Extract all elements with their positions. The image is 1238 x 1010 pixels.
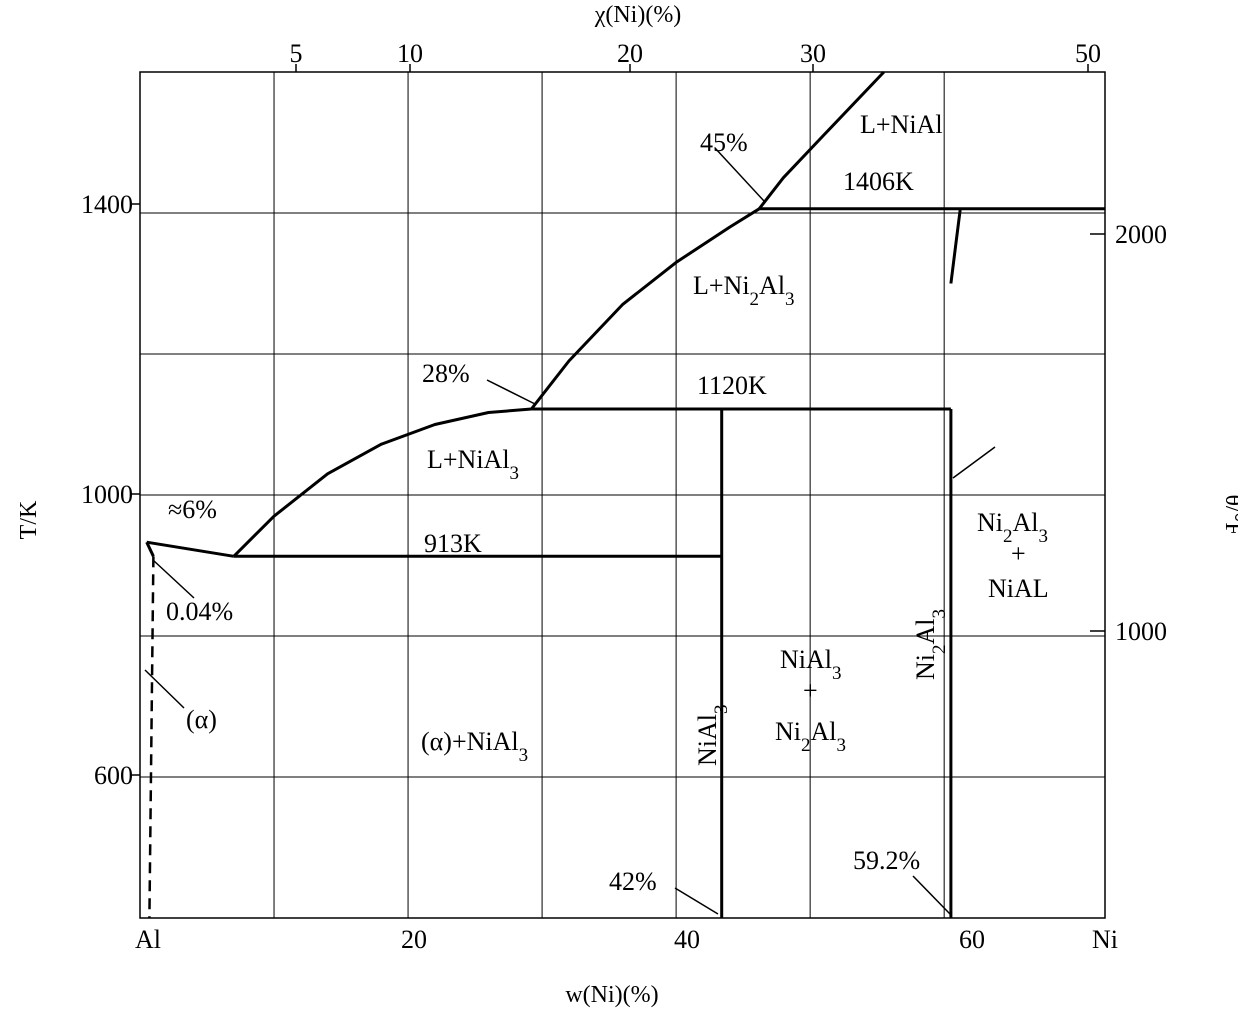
annotation-label: L+NiAl3	[427, 445, 519, 484]
annotation-label: ≈6%	[168, 495, 217, 524]
y2-tick-label: 1000	[1115, 617, 1167, 646]
x2-tick-label: 10	[397, 39, 423, 68]
y-tick-label: 1400	[81, 190, 133, 219]
annotation-label: 45%	[700, 128, 748, 157]
x-axis-label: w(Ni)(%)	[565, 982, 658, 1008]
leader-line-6	[952, 446, 996, 479]
annotation-label: (α)+NiAl3	[421, 727, 528, 766]
annotation-label: NiAL	[988, 574, 1049, 603]
phase-line-1	[530, 207, 760, 410]
phase-line-5	[148, 556, 155, 919]
leader-line-2	[152, 559, 195, 599]
x-tick-label: 40	[674, 925, 700, 954]
annotation-label: +	[1011, 539, 1026, 568]
phase-line-3	[146, 540, 235, 558]
annotation-label: 913K	[424, 529, 482, 558]
phase-line-2	[758, 70, 885, 210]
y-tick-label: 600	[94, 761, 133, 790]
leader-line-5	[912, 875, 951, 915]
leader-line-1	[486, 379, 536, 405]
annotation-label: Ni2Al3	[911, 609, 950, 680]
axis-labels: w(Ni)(%) χ(Ni)(%) T/K θ/°F	[16, 2, 1238, 1008]
x2-tick-label: 20	[617, 39, 643, 68]
phase-line-11	[949, 208, 962, 284]
x2-axis-label: χ(Ni)(%)	[594, 2, 682, 28]
leader-line-3	[144, 669, 185, 709]
annotation-label: NiAl3	[693, 705, 732, 767]
phase-lines	[144, 70, 1105, 919]
y2-axis-label: θ/°F	[1220, 494, 1238, 535]
leader-line-0	[714, 147, 765, 202]
plot-frame	[139, 71, 1106, 919]
x-tick-label: Ni	[1092, 925, 1118, 954]
x-tick-label: 60	[959, 925, 985, 954]
annotation-label: (α)	[186, 705, 217, 734]
x-tick-label: 20	[401, 925, 427, 954]
annotation-label: NiAl3	[780, 645, 842, 684]
phase-line-0	[232, 407, 532, 558]
x2-tick-label: 30	[800, 39, 826, 68]
annotation-label: +	[803, 676, 818, 705]
annotation-label: L+Ni2Al3	[693, 271, 795, 310]
tick-labels: Al 20 40 60 Ni 5 10 20 30 50 600 1000 1400 1000 2000	[81, 39, 1167, 954]
annotation-label: 42%	[609, 867, 657, 896]
y-axis-label: T/K	[16, 500, 42, 539]
annotation-label: Ni2Al3	[977, 508, 1048, 547]
y-tick-label: 1000	[81, 480, 133, 509]
annotations: 45% 1406K L+NiAl L+Ni2Al3 28% 1120K L+NiAl3 ≈6%…	[166, 110, 1049, 896]
x2-tick-label: 50	[1075, 39, 1101, 68]
x2-tick-label: 5	[290, 39, 303, 68]
x-tick-label: Al	[135, 925, 161, 954]
annotation-label: Ni2Al3	[775, 717, 846, 756]
annotation-label: 0.04%	[166, 597, 233, 626]
leader-line-4	[674, 887, 719, 915]
annotation-label: 59.2%	[853, 846, 920, 875]
phase-line-4	[145, 541, 155, 557]
annotation-label: 1120K	[697, 371, 767, 400]
annotation-label: L+NiAl	[860, 110, 943, 139]
y2-tick-label: 2000	[1115, 220, 1167, 249]
grid	[140, 72, 1105, 918]
annotation-label: 1406K	[843, 167, 914, 196]
annotation-label: 28%	[422, 359, 470, 388]
